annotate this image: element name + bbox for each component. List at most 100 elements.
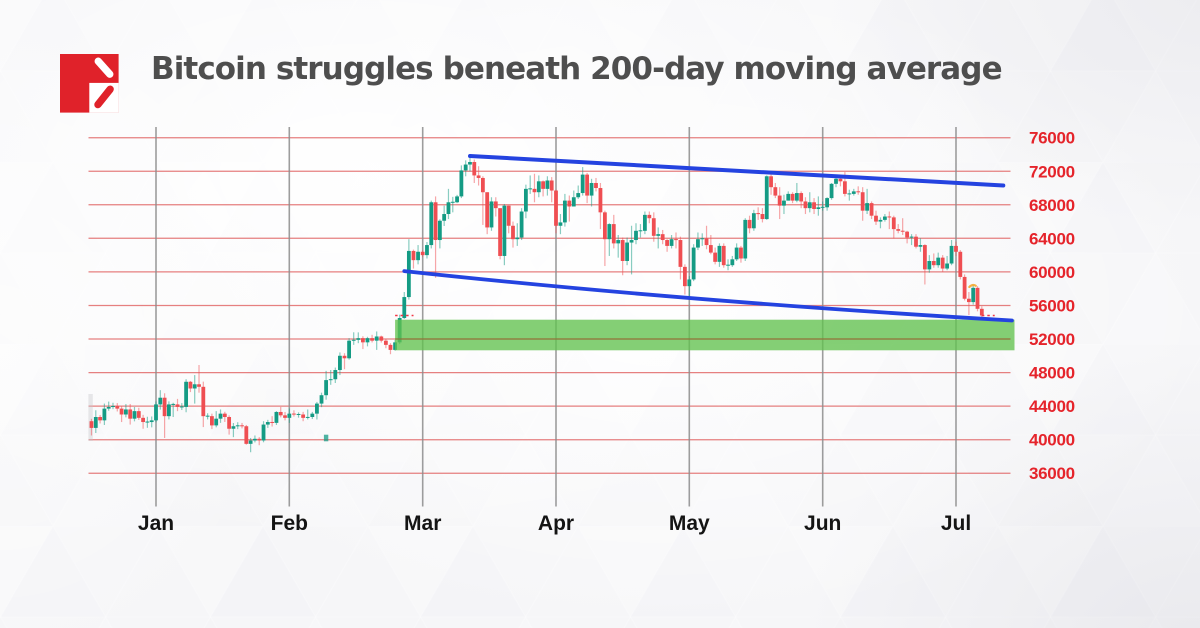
candle-body — [171, 403, 176, 405]
candle-body — [708, 245, 713, 253]
candle-body — [651, 218, 656, 236]
candle-wick — [710, 235, 712, 255]
candle — [338, 352, 342, 376]
candle — [222, 411, 227, 422]
candle-body — [975, 287, 980, 309]
candle-body — [480, 177, 485, 193]
candle — [388, 343, 393, 355]
candle — [393, 339, 397, 351]
month-label: Mar — [404, 512, 441, 535]
candle-body — [691, 247, 696, 280]
candle — [756, 207, 761, 220]
candle-wick — [516, 223, 518, 246]
support-zone — [395, 319, 1015, 351]
candle-body — [274, 411, 279, 423]
candle-body — [585, 174, 590, 196]
candle — [834, 177, 838, 188]
candle-wick — [701, 233, 703, 246]
candle — [713, 247, 718, 265]
candle-body — [704, 238, 709, 246]
candle — [918, 238, 923, 252]
candle-wick — [293, 410, 295, 417]
candle — [197, 365, 201, 393]
candle-body — [506, 205, 511, 226]
candle — [402, 292, 407, 319]
candle — [214, 411, 219, 428]
candle-wick — [822, 201, 824, 211]
candle-body — [856, 191, 861, 193]
candle — [678, 236, 683, 280]
candle-body — [425, 245, 429, 256]
candle — [205, 413, 210, 420]
candle — [812, 198, 816, 215]
candle-body — [188, 381, 193, 389]
candle-body — [402, 297, 407, 319]
page-title: Bitcoin struggles beneath 200-day moving… — [151, 51, 1003, 87]
candle-body — [136, 411, 141, 418]
candle — [549, 177, 554, 203]
candle-body — [205, 415, 210, 417]
candle-body — [638, 230, 643, 232]
candle — [192, 375, 197, 404]
candle-body — [967, 298, 971, 303]
candle — [257, 437, 262, 446]
candle-wick — [897, 224, 899, 234]
price-tick-label: 36000 — [1029, 464, 1075, 483]
candle-body — [278, 411, 283, 416]
candle-wick — [617, 235, 619, 258]
candle-body — [979, 308, 984, 316]
candle-body — [589, 182, 594, 196]
candle-wick — [796, 182, 798, 203]
candle-body — [459, 170, 464, 197]
candle-body — [523, 188, 528, 212]
candle — [777, 187, 782, 220]
candle — [519, 208, 524, 241]
candle — [128, 403, 133, 425]
candle-body — [936, 257, 941, 266]
candle-body — [665, 240, 670, 246]
candle — [253, 435, 257, 443]
candle — [383, 339, 388, 349]
candle-body — [634, 230, 638, 241]
candle-body — [851, 191, 856, 194]
candle-body — [803, 201, 808, 209]
candle — [607, 223, 612, 256]
candle-body — [949, 245, 954, 264]
candle-body — [420, 251, 425, 256]
candle-body — [909, 236, 914, 238]
candle-body — [532, 188, 537, 193]
candle — [476, 166, 481, 186]
candle-body — [751, 213, 756, 229]
candle-body — [769, 176, 773, 188]
candle — [429, 200, 434, 249]
candle — [145, 416, 150, 428]
candle — [962, 274, 967, 301]
candle — [370, 334, 374, 343]
candle-wick — [112, 402, 114, 410]
candle-body — [838, 178, 843, 182]
candle-body — [106, 406, 111, 409]
candle-body — [820, 206, 825, 208]
candle — [967, 292, 971, 316]
candle-body — [287, 413, 292, 418]
candle — [328, 370, 333, 385]
candle — [450, 196, 455, 213]
candle-body — [756, 213, 761, 215]
candle — [726, 259, 730, 271]
candle-body — [292, 413, 296, 415]
candle-body — [342, 355, 347, 359]
candle — [760, 208, 765, 223]
candle — [324, 370, 329, 400]
candle — [874, 210, 878, 225]
candle — [361, 336, 365, 350]
candle-body — [777, 195, 782, 206]
candle — [356, 332, 361, 344]
candle — [856, 186, 861, 195]
candle-wick — [577, 185, 579, 199]
candle-body — [265, 422, 270, 425]
month-label: Jul — [941, 512, 971, 535]
candle-body — [764, 176, 769, 220]
candle-body — [914, 236, 918, 247]
candle — [459, 165, 464, 199]
candle-body — [370, 338, 374, 341]
